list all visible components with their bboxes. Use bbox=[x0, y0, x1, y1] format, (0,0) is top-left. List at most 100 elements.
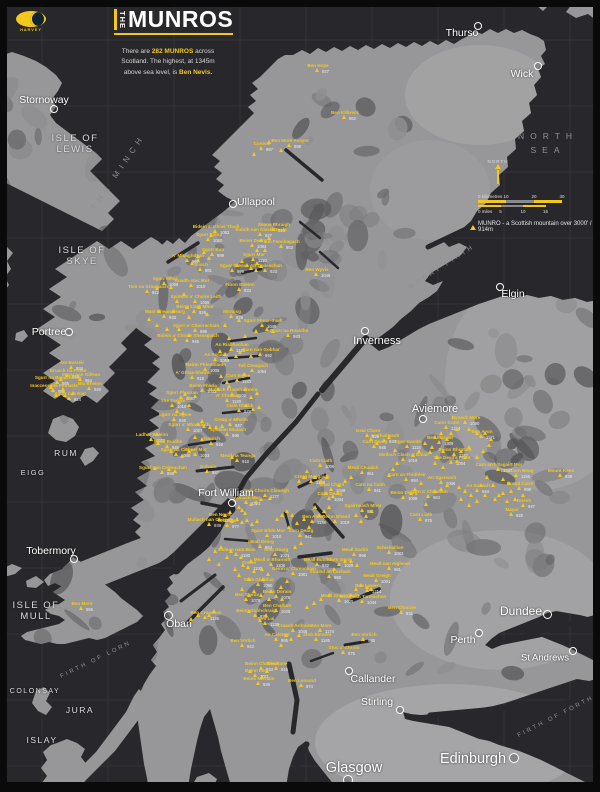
munro-triangle-icon bbox=[365, 584, 370, 589]
munro-triangle-icon bbox=[223, 351, 228, 356]
munro-triangle-icon bbox=[445, 436, 450, 441]
munro-elevation: 1034 bbox=[334, 497, 344, 503]
munro-triangle-icon bbox=[253, 612, 258, 617]
munro-triangle-icon bbox=[411, 452, 416, 457]
munro-name-label: An Socach bbox=[204, 351, 228, 357]
munro-elevation: 1148 bbox=[317, 520, 327, 526]
munro-triangle-icon bbox=[210, 251, 215, 256]
intro-segment: Scotland. The highest, at 1345m bbox=[121, 58, 215, 66]
munro-triangle-icon bbox=[230, 391, 235, 396]
munro-name-label: Sgurr na Sgine bbox=[158, 411, 192, 417]
munro-triangle-icon bbox=[263, 247, 268, 252]
munro-triangle-icon bbox=[256, 680, 261, 685]
munro-triangle-icon bbox=[193, 451, 198, 456]
munro-triangle-icon bbox=[312, 600, 317, 605]
munro-name-label: An Caisteal bbox=[264, 631, 290, 637]
town-label: Edinburgh bbox=[439, 751, 507, 767]
munro-triangle-icon bbox=[214, 424, 219, 429]
munro-name-label: Beinn Bhrotain bbox=[438, 446, 472, 452]
munro-elevation: 939 bbox=[214, 523, 221, 529]
munro-elevation: 1130 bbox=[270, 622, 280, 628]
munro-triangle-icon bbox=[251, 406, 256, 411]
munro-triangle-icon bbox=[145, 288, 150, 293]
north-indicator: NORTH bbox=[486, 159, 510, 184]
munro-triangle-icon bbox=[219, 544, 224, 549]
munro-name-label: A' Ghlas-bheinn bbox=[175, 369, 211, 375]
region-label-line: LEWIS bbox=[56, 144, 94, 155]
munro-elevation: 1110 bbox=[258, 258, 267, 264]
munro-triangle-icon bbox=[387, 434, 392, 439]
munro-triangle-icon bbox=[147, 316, 152, 321]
munro-elevation: 1011 bbox=[260, 674, 270, 680]
munro-triangle-icon bbox=[177, 326, 182, 331]
munro-triangle-icon bbox=[457, 484, 462, 489]
munro-triangle-icon bbox=[259, 145, 264, 150]
munro-elevation: 947 bbox=[235, 423, 242, 429]
munro-elevation: 975 bbox=[348, 651, 355, 657]
munro-elevation: 1090 bbox=[263, 583, 273, 589]
munro-name-label: Spidean a' Choire Leith bbox=[170, 293, 222, 299]
munro-triangle-icon bbox=[255, 247, 260, 252]
munro-triangle-icon bbox=[285, 508, 290, 513]
mile-tick: 10 bbox=[520, 209, 526, 214]
munro-triangle-icon bbox=[485, 474, 490, 479]
munro-triangle-icon bbox=[517, 485, 522, 490]
munro-elevation: 956 bbox=[167, 471, 174, 477]
munro-name-label: Ben Avon bbox=[471, 428, 493, 434]
munro-name-label: Spidean Mialach bbox=[210, 426, 246, 432]
munro-triangle-icon bbox=[327, 573, 332, 578]
munro-elevation: 1083 bbox=[394, 551, 404, 557]
munro-triangle-icon bbox=[247, 608, 252, 613]
munro-triangle-icon bbox=[202, 249, 207, 254]
munro-elevation: 932 bbox=[322, 563, 329, 569]
town-label: Glasgow bbox=[325, 760, 383, 776]
munro-elevation: 1019 bbox=[408, 458, 418, 464]
munro-triangle-icon bbox=[319, 478, 324, 483]
region-label-line: EIGG bbox=[20, 468, 46, 477]
munro-triangle-icon bbox=[173, 336, 178, 341]
munro-triangle-icon bbox=[302, 474, 307, 479]
munro-name-label: Sgurr Mor bbox=[243, 251, 265, 257]
munro-triangle-icon bbox=[244, 596, 249, 601]
munro-triangle-icon bbox=[265, 532, 270, 537]
munro-name-label: Beinn Dearg bbox=[239, 237, 267, 243]
munro-triangle-icon bbox=[317, 512, 322, 517]
munro-elevation: 977 bbox=[232, 524, 239, 530]
harvey-logo-crescent-icon bbox=[30, 12, 44, 26]
town-marker-circle bbox=[50, 105, 58, 113]
region-label-line: RUM bbox=[54, 448, 78, 458]
munro-triangle-icon bbox=[65, 372, 70, 377]
munro-name-label: The Saddle bbox=[160, 397, 186, 403]
munro-name-label: Ben Klibreck bbox=[330, 109, 360, 115]
munro-triangle-icon bbox=[249, 394, 254, 399]
munro-triangle-icon bbox=[275, 516, 280, 521]
munro-elevation: 987 bbox=[266, 147, 273, 153]
munro-triangle-icon bbox=[475, 498, 480, 503]
intro-segment: above sea level, is bbox=[123, 68, 180, 76]
munro-name-label: Tom na Gruagaich bbox=[128, 283, 168, 289]
munro-triangle-icon bbox=[405, 443, 410, 448]
title-underline bbox=[114, 32, 234, 36]
munro-triangle-icon bbox=[255, 518, 260, 523]
munro-triangle-icon bbox=[170, 402, 175, 407]
munro-triangle-icon bbox=[257, 404, 262, 409]
munro-triangle-icon bbox=[424, 501, 429, 506]
munro-triangle-icon bbox=[234, 551, 239, 556]
munro-name-label: Bruach na Frithe bbox=[49, 367, 87, 373]
munro-triangle-icon bbox=[200, 436, 205, 441]
munro-name-label: Meall Dearg bbox=[248, 538, 274, 544]
munro-triangle-icon bbox=[244, 402, 249, 407]
munro-triangle-icon bbox=[266, 571, 271, 576]
munro-triangle-icon bbox=[260, 674, 265, 679]
munro-triangle-icon bbox=[279, 584, 284, 589]
munro-triangle-icon bbox=[225, 522, 230, 527]
munro-name-label: Toll Creagach bbox=[237, 362, 269, 368]
munro-name-label: Mullach Clach a' Bhlair bbox=[378, 451, 430, 457]
munro-elevation: 953 bbox=[265, 545, 272, 551]
munro-triangle-icon bbox=[367, 486, 372, 491]
munro-triangle-icon bbox=[172, 416, 177, 421]
munro-elevation: 946 bbox=[179, 418, 186, 424]
munro-triangle-icon bbox=[213, 228, 218, 233]
munro-triangle-icon bbox=[202, 423, 207, 428]
munro-name-label: Sgurr Fhuaran bbox=[166, 389, 198, 395]
